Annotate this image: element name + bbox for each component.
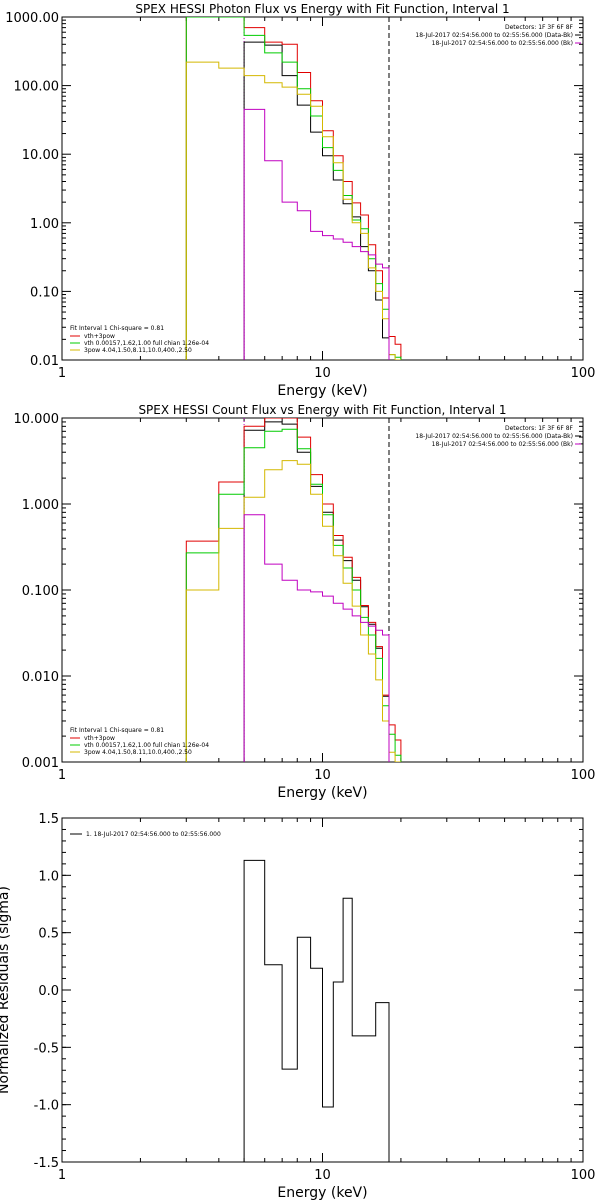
legend-entry: 3pow 4.04,1.50,8.11,10.0,400.,2.50 xyxy=(84,749,192,756)
y-tick-label: 1.0 xyxy=(38,869,59,884)
legend-entry: vth 0.00157,1.62,1.00 full chian 1.26e-0… xyxy=(84,742,209,749)
header-info-line: Detectors: 1F 3F 6F 8F xyxy=(505,425,574,432)
x-tick-label: 100 xyxy=(571,768,596,783)
x-tick-label: 1 xyxy=(58,366,66,381)
series-bk-line xyxy=(243,514,390,762)
y-tick-label: 100.00 xyxy=(14,80,60,95)
legend-entry: 3pow 4.04,1.50,8.11,10.0,400.,2.50 xyxy=(84,347,192,354)
legend: 1. 18-Jul-2017 02:54:56.000 to 02:55:56.… xyxy=(70,831,221,838)
header-info-line: 18-Jul-2017 02:54:56.000 to 02:55:56.000… xyxy=(415,433,573,440)
series-bk-line xyxy=(243,108,390,360)
series-vth-line xyxy=(185,428,402,762)
y-tick-label: -0.5 xyxy=(34,1041,59,1056)
chart-panel-2: SPEX HESSI Count Flux vs Energy with Fit… xyxy=(14,403,596,801)
x-tick-label: 100 xyxy=(571,366,596,381)
chart-panel-1: SPEX HESSI Photon Flux vs Energy with Fi… xyxy=(5,2,595,399)
x-tick-label: 10 xyxy=(314,768,331,783)
legend: Fit Interval 1 Chi-square = 0.81vth+3pow… xyxy=(70,325,209,354)
x-tick-label: 100 xyxy=(571,1168,596,1183)
plot-frame xyxy=(61,417,584,763)
x-tick-label: 1 xyxy=(58,768,66,783)
y-tick-label: 0.010 xyxy=(22,670,59,685)
y-tick-label: 0.5 xyxy=(38,927,59,942)
header-info-line: Detectors: 1F 3F 6F 8F xyxy=(505,24,574,31)
header-info-line: 18-Jul-2017 02:54:56.000 to 02:55:56.000… xyxy=(415,32,573,39)
y-tick-label: 1.000 xyxy=(22,498,59,513)
legend: Fit Interval 1 Chi-square = 0.81vth+3pow… xyxy=(70,727,209,756)
y-tick-label: 0.10 xyxy=(30,285,59,300)
x-tick-label: 10 xyxy=(314,366,331,381)
y-tick-label: 0.100 xyxy=(22,584,59,599)
header-info-line: 18-Jul-2017 02:54:56.000 to 02:55:56.000… xyxy=(432,441,573,448)
x-axis-label: Energy (keV) xyxy=(277,383,367,399)
y-tick-label: 1.5 xyxy=(38,812,59,827)
chart-title: SPEX HESSI Photon Flux vs Energy with Fi… xyxy=(135,2,509,16)
header-info-line: 18-Jul-2017 02:54:56.000 to 02:55:56.000… xyxy=(432,40,573,47)
chart-title: SPEX HESSI Count Flux vs Energy with Fit… xyxy=(138,403,506,417)
legend-entry: vth+3pow xyxy=(84,735,115,742)
x-tick-label: 10 xyxy=(314,1168,331,1183)
legend-entry: vth 0.00157,1.62,1.00 full chian 1.26e-0… xyxy=(84,340,209,347)
legend-entry: 1. 18-Jul-2017 02:54:56.000 to 02:55:56.… xyxy=(86,831,221,838)
y-tick-label: -1.5 xyxy=(34,1156,59,1171)
x-axis-label: Energy (keV) xyxy=(277,1185,367,1200)
y-axis-label: Normalized Residuals (sigma) xyxy=(0,886,12,1094)
data-layer xyxy=(185,418,402,762)
series-3pow-line xyxy=(185,61,401,360)
y-tick-label: 0.01 xyxy=(30,354,59,369)
y-tick-label: 0.0 xyxy=(38,984,59,999)
series-data-line xyxy=(243,41,390,360)
series-residuals-line xyxy=(243,859,390,1162)
x-tick-label: 1 xyxy=(58,1168,66,1183)
data-layer xyxy=(185,17,402,360)
series-3pow-line xyxy=(185,460,401,762)
y-tick-label: 1.00 xyxy=(30,217,59,232)
data-layer xyxy=(243,859,390,1162)
y-tick-label: 10.000 xyxy=(14,412,60,427)
x-axis-label: Energy (keV) xyxy=(277,785,367,801)
y-tick-label: -1.0 xyxy=(34,1099,59,1114)
y-tick-label: 1000.00 xyxy=(5,11,59,26)
chart-panel-3: 1 10 100 -1.5 -1.0 -0.5 0.0 0.5 1.0 1.5 Energy (ke… xyxy=(0,812,595,1200)
plot-frame xyxy=(61,16,584,361)
legend-entry: vth+3pow xyxy=(84,333,115,340)
legend-title: Fit Interval 1 Chi-square = 0.81 xyxy=(70,727,164,734)
y-tick-label: 10.00 xyxy=(22,148,59,163)
series-vth-3pow-line xyxy=(185,418,402,762)
y-tick-label: 0.001 xyxy=(22,756,59,771)
legend-title: Fit Interval 1 Chi-square = 0.81 xyxy=(70,325,164,332)
